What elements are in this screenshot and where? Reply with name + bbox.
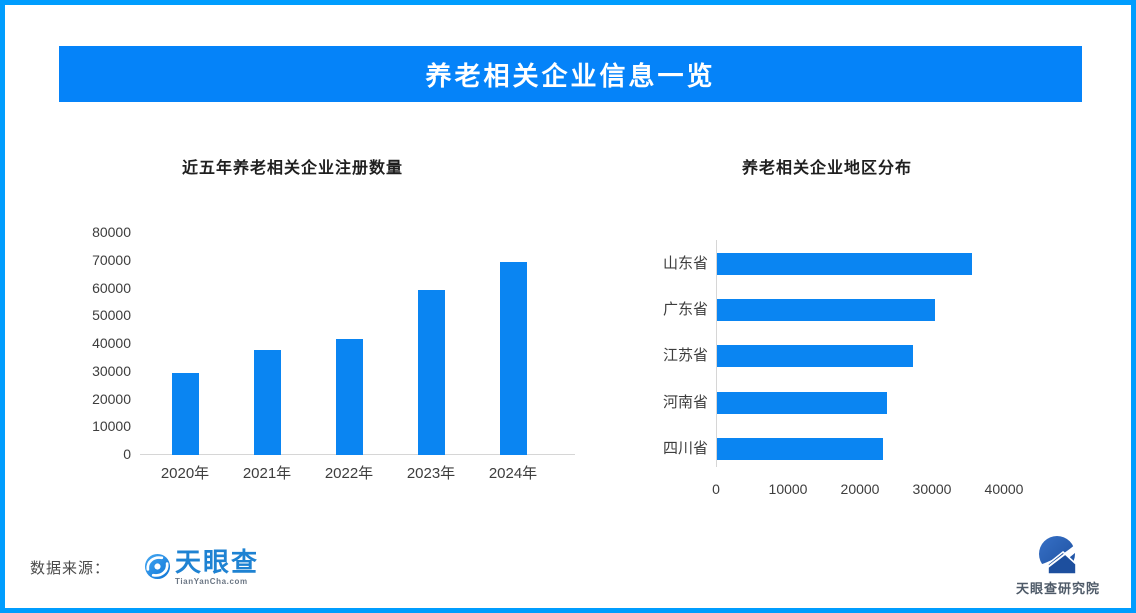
tianyancha-eye-icon (144, 553, 171, 580)
bar-2024年 (500, 262, 527, 455)
y-tick-label: 80000 (92, 224, 131, 240)
category-label-江苏省: 江苏省 (662, 347, 708, 364)
tianyancha-name: 天眼查 (175, 547, 260, 577)
category-label-四川省: 四川省 (662, 440, 708, 457)
category-label-山东省: 山东省 (662, 255, 708, 272)
registrations-bar-chart: 近五年养老相关企业注册数量 0 10000 20000 30000 40000 50000… (70, 140, 600, 540)
category-label-河南省: 河南省 (662, 394, 708, 411)
x-tick-label: 0 (712, 481, 720, 497)
bar-2022年 (336, 339, 363, 455)
page-title: 养老相关企业信息一览 (425, 60, 716, 91)
bar-江苏省 (717, 345, 913, 367)
x-tick-label: 20000 (840, 481, 880, 497)
y-tick-label: 30000 (92, 362, 131, 379)
x-tick-label: 40000 (984, 481, 1024, 497)
x-category-label: 2022年 (324, 465, 374, 482)
banner: 养老相关企业信息一览 (59, 46, 1082, 102)
tianyancha-domain: TianYanCha.com (175, 577, 248, 586)
x-category-label: 2021年 (242, 465, 292, 482)
x-category-label: 2024年 (488, 465, 538, 482)
institute-swirl-house-icon (1036, 536, 1080, 575)
tianyancha-logo: 天眼查 TianYanCha.com (144, 548, 259, 586)
y-axis-line (716, 240, 717, 467)
right-chart-title: 养老相关企业地区分布 (742, 160, 913, 177)
data-source-label: 数据来源： (30, 560, 111, 577)
region-distribution-bar-chart: 养老相关企业地区分布 山东省广东省江苏省河南省四川省 0 10000 20000 300… (630, 140, 1100, 540)
x-tick-label: 10000 (768, 481, 808, 497)
tianyancha-wordmark: 天眼查 TianYanCha.com (175, 548, 259, 586)
y-tick-label: 50000 (92, 307, 131, 324)
y-tick-label: 60000 (92, 279, 131, 296)
y-tick-label: 0 (123, 446, 131, 462)
bar-四川省 (717, 438, 883, 460)
y-tick-label: 40000 (92, 335, 131, 351)
x-category-label: 2020年 (160, 465, 210, 482)
bar-山东省 (717, 253, 972, 275)
institute-name: 天眼查研究院 (1015, 581, 1100, 596)
bar-2023年 (418, 290, 445, 455)
bar-河南省 (717, 392, 887, 414)
x-tick-label: 30000 (912, 481, 952, 497)
x-category-label: 2023年 (406, 465, 456, 482)
category-label-广东省: 广东省 (662, 301, 708, 318)
bar-2020年 (172, 373, 199, 455)
y-tick-label: 20000 (92, 390, 131, 407)
research-institute-logo: 天眼查研究院 (1003, 534, 1113, 597)
data-source-footer: 数据来源： 天眼查 TianYanCha.com (30, 548, 259, 593)
y-tick-label: 70000 (92, 251, 131, 268)
left-chart-title: 近五年养老相关企业注册数量 (182, 160, 404, 177)
y-tick-label: 10000 (92, 418, 131, 435)
bar-2021年 (254, 350, 281, 455)
bar-广东省 (717, 299, 935, 321)
